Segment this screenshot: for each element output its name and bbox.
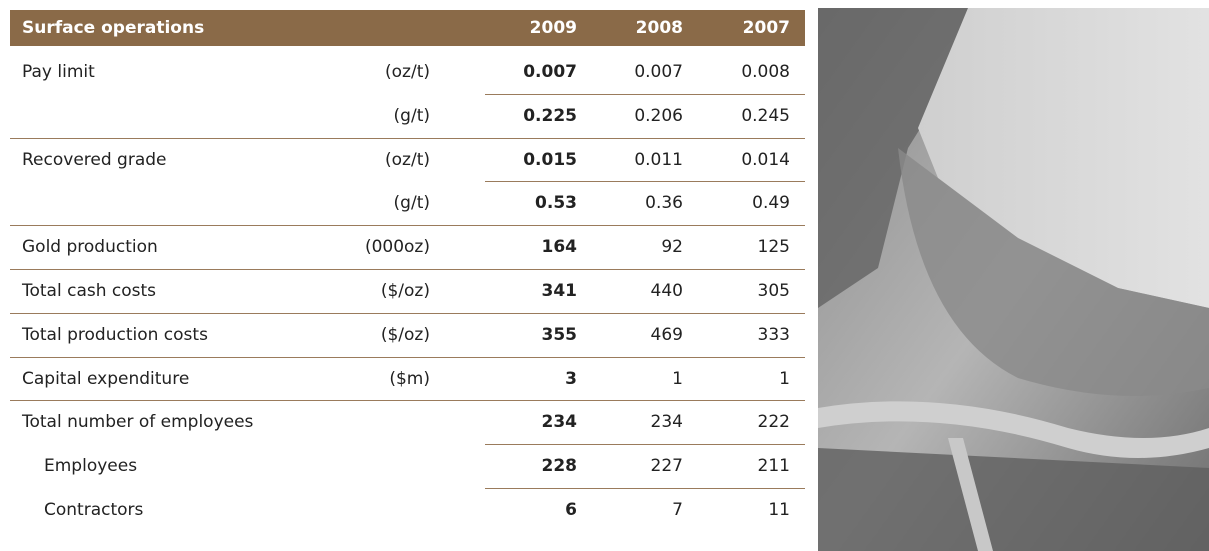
row-label: Employees xyxy=(44,456,138,477)
row-unit: ($/oz) xyxy=(380,324,430,345)
row-value: 228 xyxy=(541,456,578,477)
row-rule xyxy=(485,444,805,446)
row-label: Total number of employees xyxy=(22,412,254,433)
row-value: 227 xyxy=(650,456,683,477)
row-unit: ($m) xyxy=(389,368,430,389)
row-value: 469 xyxy=(650,324,683,345)
row-value: 11 xyxy=(768,499,790,520)
row-value: 355 xyxy=(541,324,578,345)
row-value: 125 xyxy=(757,237,790,258)
row-unit: (g/t) xyxy=(393,193,430,214)
row-value: 7 xyxy=(672,499,683,520)
row-value: 1 xyxy=(672,368,683,389)
row-value: 0.014 xyxy=(741,149,790,170)
row-value: 0.011 xyxy=(634,149,683,170)
row-value: 0.36 xyxy=(645,193,683,214)
row-value: 341 xyxy=(541,280,578,301)
row-label: Gold production xyxy=(22,237,158,258)
row-value: 222 xyxy=(757,412,790,433)
header-year: 2007 xyxy=(742,18,790,38)
header-title: Surface operations xyxy=(22,18,205,38)
row-value: 1 xyxy=(779,368,790,389)
row-value: 0.206 xyxy=(634,105,683,126)
row-rule xyxy=(10,225,805,227)
table-header: Surface operations 2009 2008 2007 xyxy=(10,10,805,46)
row-value: 0.49 xyxy=(752,193,790,214)
row-rule xyxy=(10,137,805,139)
row-value: 6 xyxy=(565,499,577,520)
row-value: 0.008 xyxy=(741,61,790,82)
row-rule xyxy=(10,269,805,270)
row-rule xyxy=(10,312,805,314)
row-value: 3 xyxy=(565,368,577,389)
row-unit: (oz/t) xyxy=(385,61,430,82)
row-label: Total cash costs xyxy=(22,280,157,301)
row-unit: ($/oz) xyxy=(380,280,430,301)
header-year: 2009 xyxy=(529,18,577,38)
row-rule xyxy=(10,356,805,358)
row-unit: (000oz) xyxy=(364,237,430,258)
row-value: 0.015 xyxy=(523,149,577,170)
row-value: 234 xyxy=(650,412,683,433)
row-rule xyxy=(10,400,805,402)
row-value: 211 xyxy=(757,456,790,477)
aerial-photo xyxy=(818,8,1209,551)
row-value: 0.53 xyxy=(535,193,577,214)
row-value: 164 xyxy=(541,237,578,258)
row-value: 0.245 xyxy=(741,105,790,126)
row-label: Pay limit xyxy=(22,61,95,82)
row-value: 0.225 xyxy=(523,105,577,126)
row-value: 333 xyxy=(757,324,790,345)
row-label: Capital expenditure xyxy=(22,368,190,389)
row-rule xyxy=(485,93,805,95)
row-value: 234 xyxy=(541,412,578,433)
row-value: 92 xyxy=(661,237,683,258)
row-label: Contractors xyxy=(44,499,144,520)
row-unit: (oz/t) xyxy=(385,149,430,170)
row-rule xyxy=(485,488,805,489)
row-value: 0.007 xyxy=(634,61,683,82)
row-value: 305 xyxy=(757,280,790,301)
header-year: 2008 xyxy=(635,18,683,38)
row-rule xyxy=(485,181,805,183)
row-value: 440 xyxy=(650,280,683,301)
row-label: Recovered grade xyxy=(22,149,167,170)
row-unit: (g/t) xyxy=(393,105,430,126)
row-value: 0.007 xyxy=(523,61,577,82)
row-label: Total production costs xyxy=(22,324,208,345)
